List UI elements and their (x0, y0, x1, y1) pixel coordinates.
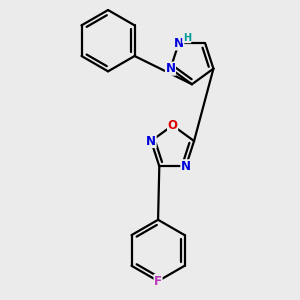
Text: H: H (183, 33, 191, 43)
Text: N: N (166, 62, 176, 75)
Text: N: N (146, 134, 156, 148)
Text: N: N (174, 37, 184, 50)
Text: O: O (168, 119, 178, 132)
Text: F: F (154, 274, 162, 288)
Text: N: N (181, 160, 191, 173)
